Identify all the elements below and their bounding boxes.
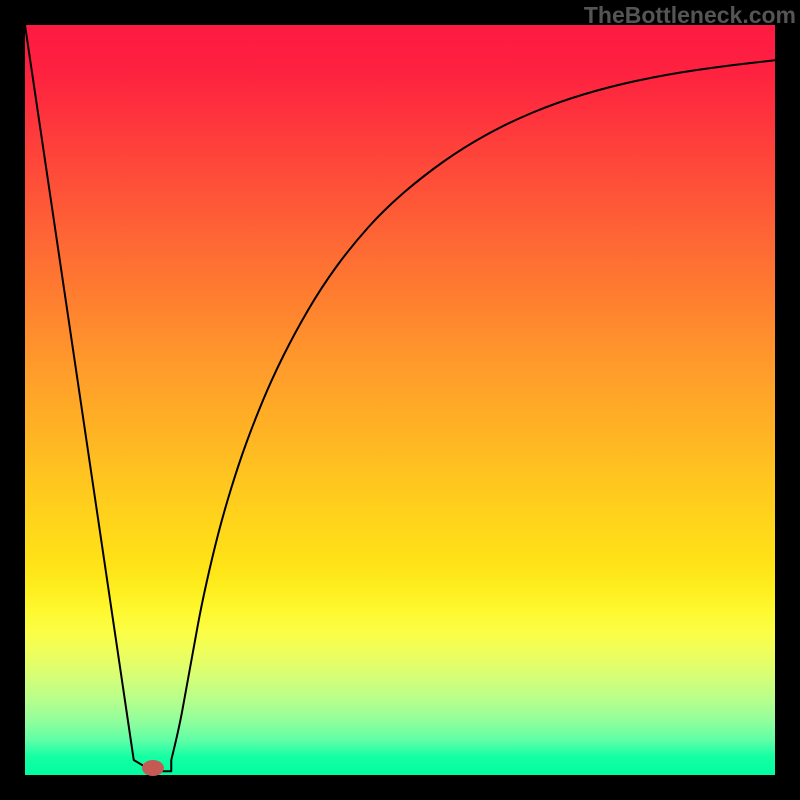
watermark-text: TheBottleneck.com <box>584 2 796 29</box>
bottleneck-chart: TheBottleneck.com <box>0 0 800 800</box>
plot-area <box>25 25 775 775</box>
chart-svg <box>25 25 775 775</box>
optimal-point-marker <box>142 760 164 776</box>
